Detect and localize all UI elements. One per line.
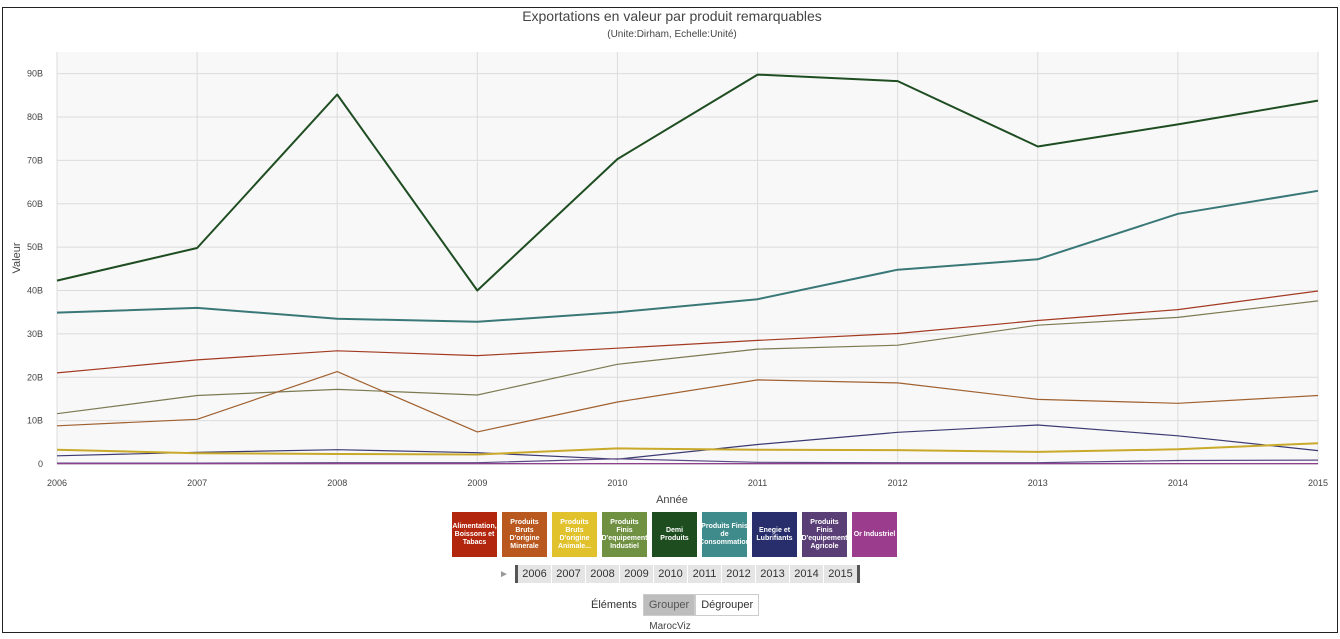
x-tick-label: 2015 <box>1308 478 1328 488</box>
y-tick-label: 40B <box>27 286 43 296</box>
x-tick-label: 2011 <box>748 478 767 488</box>
y-tick-label: 70B <box>27 155 43 165</box>
y-tick-label: 30B <box>27 329 43 339</box>
y-tick-label: 20B <box>27 372 43 382</box>
timeline-year[interactable]: 2009 <box>620 565 654 583</box>
y-tick-label: 10B <box>27 416 43 426</box>
series-line[interactable] <box>56 73 1319 292</box>
x-tick-label: 2007 <box>187 478 207 488</box>
x-tick-label: 2008 <box>327 478 347 488</box>
y-tick-label: 90B <box>27 69 43 79</box>
y-tick-label: 80B <box>27 112 43 122</box>
timeline-year[interactable]: 2010 <box>654 565 688 583</box>
y-tick-label: 0 <box>38 459 43 469</box>
timeline-year[interactable]: 2007 <box>552 565 586 583</box>
legend-item[interactable]: Enegie et Lubrifiants <box>752 512 797 557</box>
series-line[interactable] <box>56 371 1319 433</box>
footer-credit: MarocViz <box>649 621 691 632</box>
series-line[interactable] <box>56 290 1319 374</box>
legend-item[interactable]: Produits Finis de Consommation <box>702 512 747 557</box>
ungroup-button[interactable]: Dégrouper <box>695 594 760 616</box>
x-tick-label: 2010 <box>607 478 627 488</box>
timeline-year[interactable]: 2015 <box>828 568 853 580</box>
group-controls: Éléments Grouper Dégrouper <box>591 594 760 616</box>
timeline-year[interactable]: 2008 <box>586 565 620 583</box>
chart-frame <box>2 7 1338 633</box>
chart-subtitle: (Unite:Dirham, Echelle:Unité) <box>607 29 737 40</box>
series-line[interactable] <box>57 458 1319 464</box>
x-tick-label: 2009 <box>467 478 487 488</box>
legend-item[interactable]: Produits Bruts D'origine Animale... <box>552 512 597 557</box>
elements-label: Éléments <box>591 599 637 611</box>
x-tick-label: 2013 <box>1028 478 1048 488</box>
x-tick-label: 2014 <box>1168 478 1188 488</box>
series-line[interactable] <box>56 189 1319 323</box>
series-line[interactable] <box>56 442 1319 456</box>
legend-item[interactable]: Produits Finis D'equipement Industiel <box>602 512 647 557</box>
legend: Alimentation, Boissons et Tabacs Produits… <box>452 512 897 557</box>
x-tick-label: 2006 <box>47 478 67 488</box>
timeline-year[interactable]: 2006 <box>518 565 552 583</box>
play-icon[interactable]: ► <box>499 568 509 580</box>
legend-item[interactable]: Produits Finis D'equipement Agricole <box>802 512 847 557</box>
x-tick-label: 2012 <box>888 478 908 488</box>
legend-item[interactable]: Or Industriel <box>852 512 897 557</box>
x-axis-label: Année <box>656 494 688 506</box>
timeline-year[interactable]: 2012 <box>722 565 756 583</box>
y-tick-label: 50B <box>27 242 43 252</box>
legend-item[interactable]: Produits Bruts D'origine Minerale <box>502 512 547 557</box>
group-button[interactable]: Grouper <box>642 594 696 616</box>
timeline-year[interactable]: 2011 <box>688 565 722 583</box>
line-chart: 2006 2007 2008 2009 2010 2011 2012 2013 2014 2015… <box>11 8 1328 506</box>
legend-item[interactable]: Alimentation, Boissons et Tabacs <box>452 512 497 557</box>
chart-title: Exportations en valeur par produit remar… <box>522 8 822 24</box>
legend-item[interactable]: Demi Produits <box>652 512 697 557</box>
series-line[interactable] <box>56 300 1319 415</box>
timeline: ► 2006 2007 2008 2009 2010 2011 2012 2013 2014 20… <box>499 565 860 583</box>
y-axis-label: Valeur <box>11 242 23 273</box>
timeline-track[interactable]: 2006 2007 2008 2009 2010 2011 2012 2013 2014 2015 <box>515 565 860 583</box>
series-line[interactable] <box>56 424 1319 460</box>
y-tick-label: 60B <box>27 199 43 209</box>
timeline-year[interactable]: 2014 <box>790 565 824 583</box>
timeline-year[interactable]: 2013 <box>756 565 790 583</box>
